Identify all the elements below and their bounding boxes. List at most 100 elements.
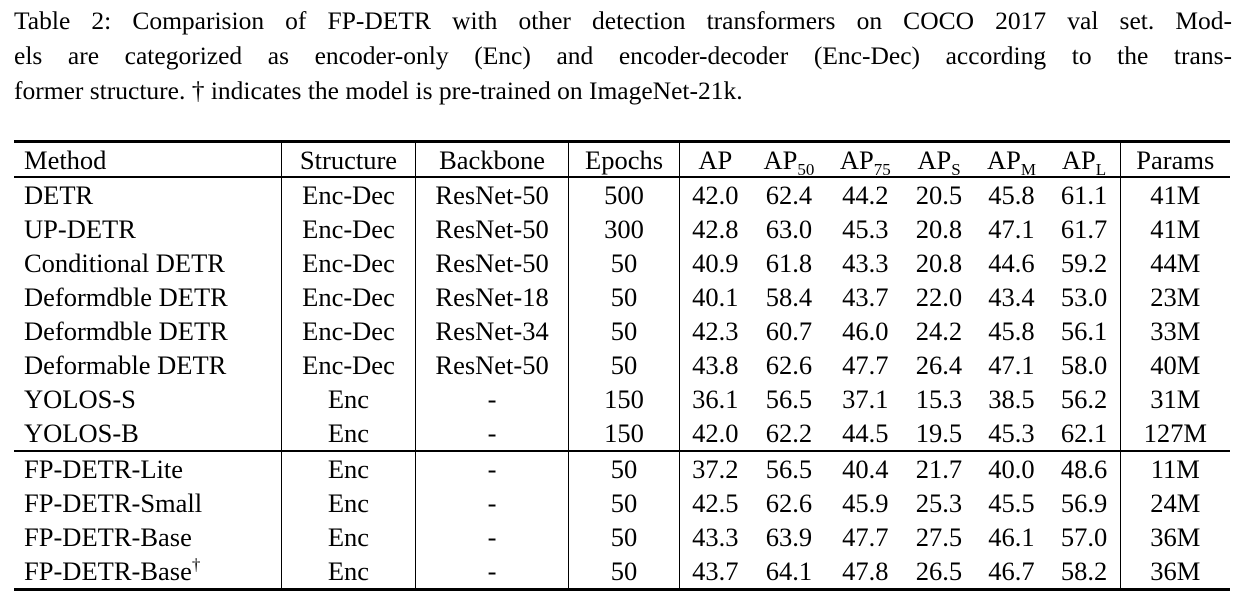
cell-apl: 48.6 (1048, 450, 1121, 486)
header-apm: APM (974, 140, 1049, 178)
cell-epochs: 50 (568, 450, 680, 486)
cell-params: 33M (1150, 316, 1201, 346)
cell-backbone: ResNet-18 (415, 280, 570, 314)
cell-apm: 47.1 (988, 350, 1035, 380)
cell-ap75: 47.8 (827, 554, 904, 591)
cell-ap: 43.7 (679, 554, 751, 591)
cell-backbone: - (415, 554, 570, 591)
cell-apl: 56.2 (1048, 382, 1121, 416)
header-ap50: AP50 (750, 140, 828, 178)
cell-apm: 46.7 (974, 554, 1049, 591)
cell-ap: 42.3 (692, 316, 739, 346)
cell-structure: Enc (281, 416, 416, 451)
cell-params: 23M (1150, 282, 1201, 312)
cell-params: 11M (1120, 450, 1230, 486)
cell-params: 44M (1150, 248, 1201, 278)
cell-backbone: - (415, 382, 570, 416)
cell-epochs: 150 (568, 416, 680, 451)
cell-backbone: - (415, 520, 570, 554)
cell-ap50: 56.5 (765, 384, 813, 414)
results-table: Method Structure Backbone Epochs AP AP50… (14, 140, 1230, 591)
cell-backbone: - (415, 416, 570, 451)
cell-epochs: 300 (568, 212, 680, 246)
cell-aps: 22.0 (915, 282, 963, 312)
cell-apl: 58.0 (1048, 348, 1121, 382)
cell-method: Deformable DETR (14, 348, 283, 382)
cell-apl: 61.1 (1048, 177, 1121, 212)
cell-backbone: ResNet-34 (415, 314, 570, 348)
cell-epochs: 50 (568, 520, 680, 554)
cell-epochs: 50 (568, 554, 680, 591)
table-body-baselines: DETR Enc-Dec ResNet-50 500 42.0 62.4 44.2 20.5 4… (14, 177, 1230, 451)
cell-ap75: 37.1 (842, 384, 889, 414)
cell-method: YOLOS-B (14, 416, 283, 451)
cell-aps: 20.5 (915, 180, 963, 210)
table-row: Deformable DETR Enc-Dec ResNet-50 50 43.8 62.… (14, 348, 1230, 382)
cell-ap50: 56.5 (750, 450, 828, 486)
cell-ap50: 62.4 (765, 180, 813, 210)
cell-apm: 46.1 (988, 522, 1035, 552)
cell-aps: 27.5 (915, 522, 963, 552)
cell-backbone: - (415, 486, 570, 520)
pretrained-mark: † (191, 555, 201, 574)
table-row: FP-DETR-Base Enc -50 43.3 63.9 47.7 27.5 46.1 57… (14, 520, 1230, 554)
cell-epochs: 150 (568, 382, 680, 416)
method-name: FP-DETR-Lite (24, 454, 183, 484)
table-row: DETR Enc-Dec ResNet-50 500 42.0 62.4 44.2 20.5 4… (14, 177, 1230, 212)
cell-structure: Enc-Dec (281, 177, 416, 212)
cell-apm: 45.8 (988, 180, 1035, 210)
cell-ap75: 44.2 (842, 180, 889, 210)
cell-apm: 44.6 (988, 248, 1035, 278)
table-row: FP-DETR-Lite Enc -50 37.2 56.5 40.4 21.7 40.0 48… (14, 450, 1230, 486)
cell-ap75: 44.5 (842, 418, 889, 448)
table-row: FP-DETR-Small Enc -50 42.5 62.6 45.9 25.3 45.5 5… (14, 486, 1230, 520)
cell-ap75: 40.4 (827, 450, 904, 486)
cell-ap75: 43.3 (842, 248, 889, 278)
cell-structure: Enc-Dec (281, 280, 416, 314)
table-row: YOLOS-B Enc -150 42.0 62.2 44.5 19.5 45.3 62.1 12… (14, 416, 1230, 451)
cell-backbone: ResNet-50 (415, 348, 570, 382)
method-name: YOLOS-B (24, 418, 139, 448)
cell-params: 36M (1120, 554, 1230, 591)
cell-ap: 42.5 (692, 488, 739, 518)
cell-aps: 20.8 (915, 248, 963, 278)
cell-structure: Enc (281, 450, 416, 486)
method-name: FP-DETR-Base (24, 522, 192, 552)
cell-ap50: 63.9 (765, 522, 813, 552)
cell-method: FP-DETR-Small (14, 486, 283, 520)
cell-ap: 42.8 (692, 214, 739, 244)
cell-structure: Enc-Dec (281, 314, 416, 348)
cell-ap50: 62.6 (765, 350, 813, 380)
cell-aps: 24.2 (915, 316, 963, 346)
cell-ap: 40.9 (692, 248, 739, 278)
cell-apm: 38.5 (988, 384, 1035, 414)
cell-aps: 26.5 (903, 554, 975, 591)
cell-backbone: ResNet-50 (415, 177, 570, 212)
cell-structure: Enc (281, 382, 416, 416)
cell-epochs: 50 (568, 486, 680, 520)
cell-epochs: 50 (568, 280, 680, 314)
header-params: Params (1120, 140, 1230, 178)
cell-method: YOLOS-S (14, 382, 283, 416)
cell-method: FP-DETR-Base† (14, 554, 283, 591)
cell-ap50: 58.4 (765, 282, 813, 312)
method-name: Conditional DETR (24, 248, 225, 278)
table-row: Deformdble DETR Enc-Dec ResNet-34 50 42.3 60.… (14, 314, 1230, 348)
cell-method: Deformdble DETR (14, 314, 283, 348)
caption-line-2: els are categorized as encoder-only (Enc… (14, 41, 1232, 70)
cell-method: Conditional DETR (14, 246, 283, 280)
cell-ap: 40.1 (692, 282, 739, 312)
cell-apl: 61.7 (1048, 212, 1121, 246)
cell-method: FP-DETR-Base (14, 520, 283, 554)
cell-params: 24M (1150, 488, 1201, 518)
cell-method: UP-DETR (14, 212, 283, 246)
method-name: DETR (24, 180, 94, 210)
header-ap: AP (679, 140, 751, 178)
cell-params: 31M (1150, 384, 1201, 414)
cell-params: 40M (1150, 350, 1201, 380)
cell-structure: Enc-Dec (281, 212, 416, 246)
cell-aps: 20.8 (915, 214, 963, 244)
cell-ap50: 62.2 (765, 418, 813, 448)
cell-ap50: 61.8 (765, 248, 813, 278)
cell-aps: 25.3 (915, 488, 963, 518)
